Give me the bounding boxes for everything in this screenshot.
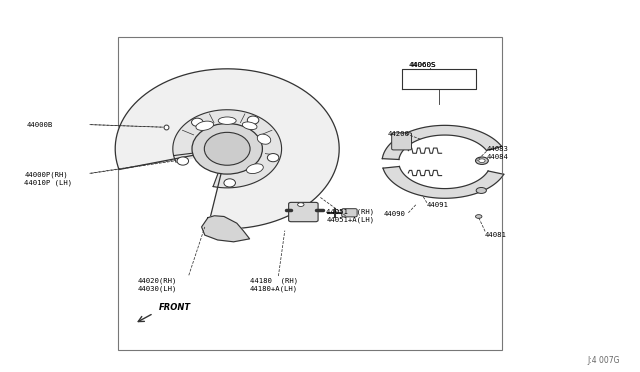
Ellipse shape [247, 116, 259, 124]
Ellipse shape [224, 179, 236, 187]
FancyBboxPatch shape [342, 209, 357, 217]
Text: J:4 007G: J:4 007G [587, 356, 620, 365]
Polygon shape [115, 69, 339, 229]
Ellipse shape [243, 122, 257, 129]
Polygon shape [382, 125, 502, 160]
Polygon shape [173, 110, 282, 188]
Text: 44081: 44081 [485, 232, 507, 238]
Text: 44020(RH): 44020(RH) [138, 278, 177, 284]
Ellipse shape [268, 154, 279, 162]
Circle shape [476, 157, 488, 164]
Circle shape [476, 215, 482, 218]
Polygon shape [383, 167, 504, 198]
Text: 44060S: 44060S [410, 62, 436, 68]
Ellipse shape [204, 132, 250, 165]
Ellipse shape [196, 121, 214, 131]
Circle shape [298, 203, 304, 206]
Text: FRONT: FRONT [159, 304, 191, 312]
Text: 44200: 44200 [387, 131, 409, 137]
Text: 44084: 44084 [486, 154, 508, 160]
Text: 44051  (RH): 44051 (RH) [326, 209, 374, 215]
Circle shape [479, 159, 485, 163]
Ellipse shape [218, 117, 236, 124]
Ellipse shape [191, 118, 203, 126]
FancyBboxPatch shape [392, 133, 412, 150]
Text: 44180+A(LH): 44180+A(LH) [250, 285, 298, 292]
FancyBboxPatch shape [289, 202, 318, 222]
Ellipse shape [192, 124, 262, 174]
Text: 44091: 44091 [427, 202, 449, 208]
Text: 44000B: 44000B [27, 122, 53, 128]
Bar [118, 37, 502, 350]
Circle shape [476, 187, 486, 193]
Polygon shape [202, 216, 250, 242]
Text: 44180  (RH): 44180 (RH) [250, 278, 298, 284]
Text: 44010P (LH): 44010P (LH) [24, 179, 72, 186]
Text: 44030(LH): 44030(LH) [138, 285, 177, 292]
Ellipse shape [246, 164, 263, 174]
Text: 44000P(RH): 44000P(RH) [24, 171, 68, 178]
Text: 44090: 44090 [384, 211, 406, 217]
Text: 44060S: 44060S [408, 62, 436, 68]
Text: 44083: 44083 [486, 146, 508, 152]
Ellipse shape [257, 134, 271, 144]
Ellipse shape [177, 157, 189, 165]
Text: 44051+A(LH): 44051+A(LH) [326, 216, 374, 223]
